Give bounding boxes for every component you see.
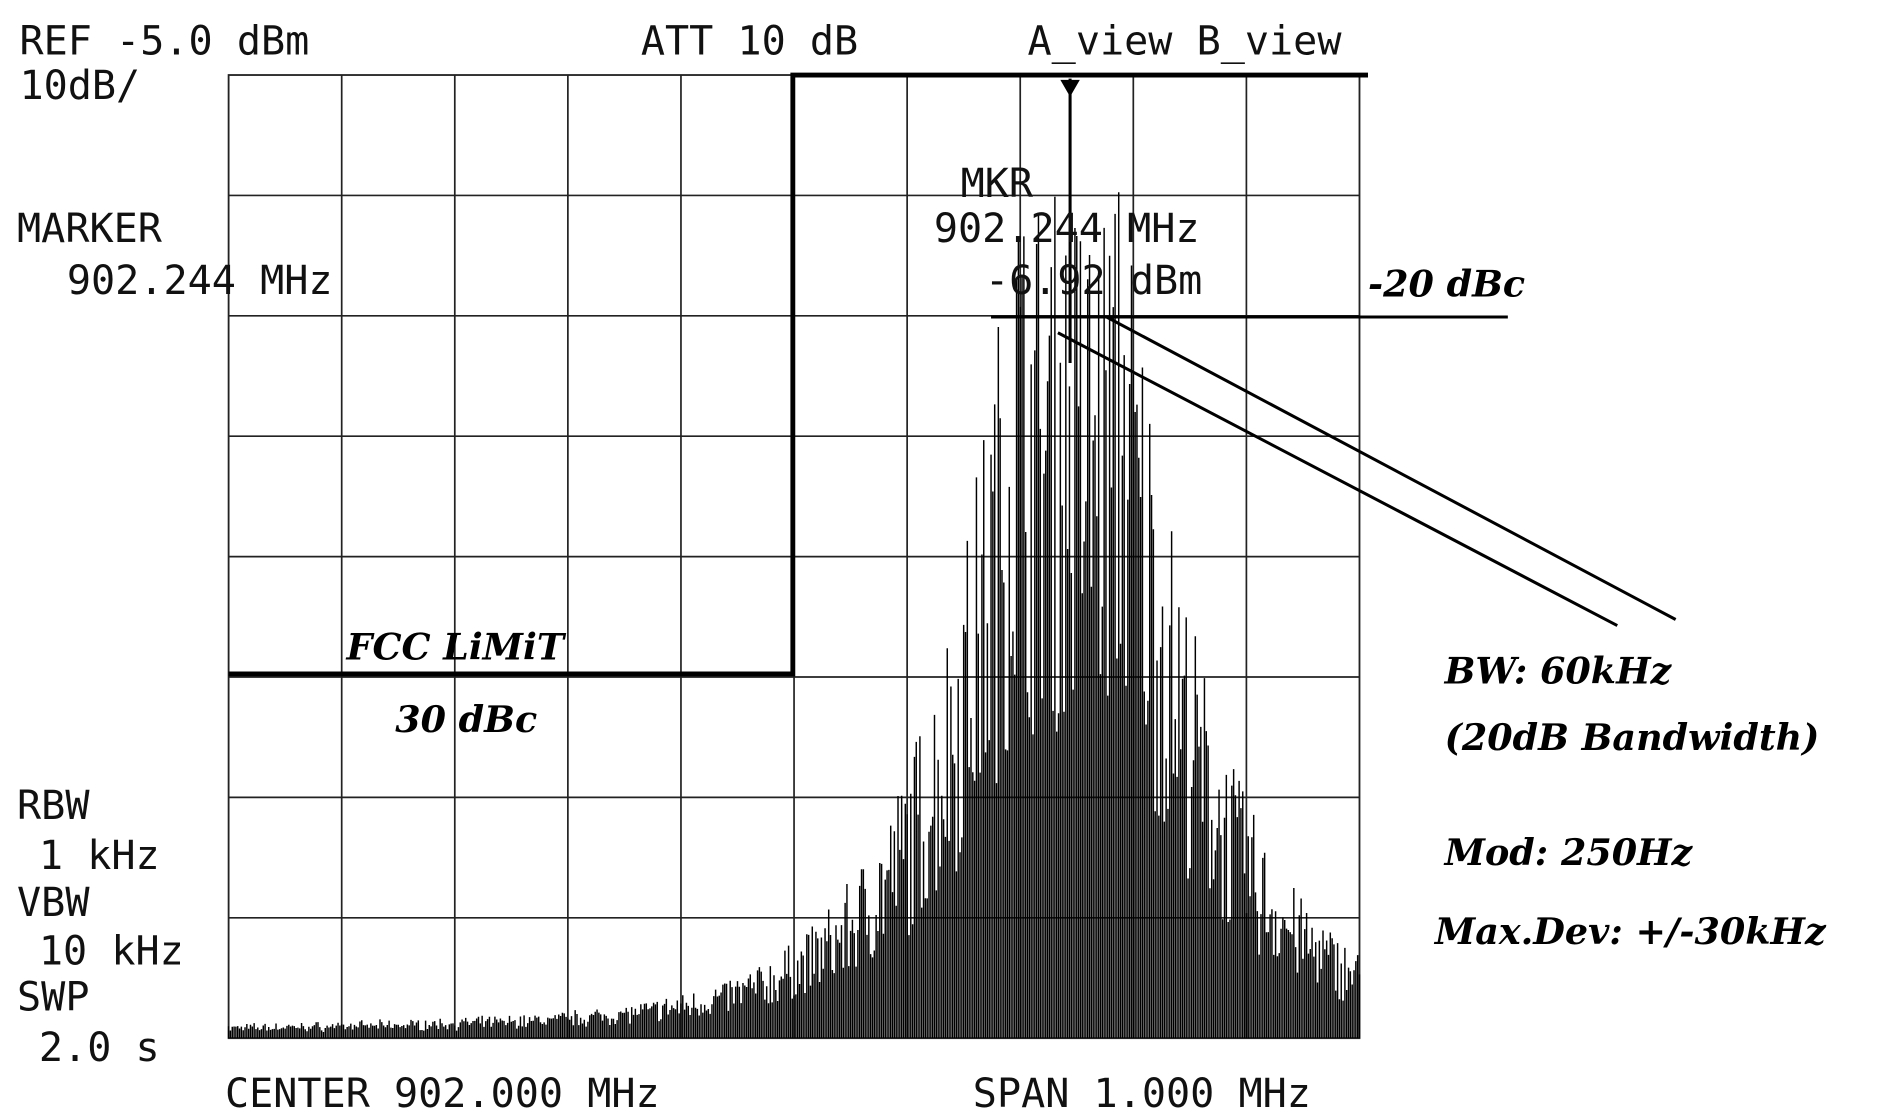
bw-note: BW: 60kHz bbox=[1444, 650, 1673, 693]
vbw-value: 10 kHz bbox=[39, 928, 184, 974]
mkr-label: MKR bbox=[961, 161, 1034, 207]
vbw-label: VBW bbox=[17, 880, 90, 926]
fcc-limit-line bbox=[228, 72, 1368, 677]
swp-label: SWP bbox=[17, 974, 89, 1020]
spectrum-trace bbox=[227, 192, 1361, 1039]
minus-20-label: -20 dBc bbox=[1368, 263, 1525, 306]
rbw-value: 1 kHz bbox=[39, 833, 160, 879]
scale: 10dB/ bbox=[19, 63, 140, 109]
marker-label: MARKER bbox=[17, 206, 163, 252]
span: SPAN 1.000 MHz bbox=[973, 1071, 1311, 1117]
leader-line bbox=[1057, 331, 1618, 627]
swp-value: 2.0 s bbox=[39, 1025, 160, 1071]
bw-detail: (20dB Bandwidth) bbox=[1445, 716, 1820, 759]
ref-level: REF -5.0 dBm bbox=[19, 19, 309, 65]
marker-symbol bbox=[1060, 79, 1080, 97]
fcc-limit-value: 30 dBc bbox=[395, 698, 537, 741]
mod-note: Mod: 250Hz bbox=[1443, 831, 1694, 874]
max-dev-note: Max.Dev: +/-30kHz bbox=[1433, 910, 1827, 953]
mkr-frequency: 902.244 MHz bbox=[934, 206, 1200, 252]
center-frequency: CENTER 902.000 MHz bbox=[225, 1071, 660, 1117]
fcc-limit-label: FCC LiMiT bbox=[346, 626, 567, 669]
views: A_view B_view bbox=[1028, 19, 1343, 65]
leader-line bbox=[1105, 315, 1677, 621]
rbw-label: RBW bbox=[17, 783, 90, 829]
attenuation: ATT 10 dB bbox=[641, 19, 858, 65]
marker-frequency: 902.244 MHz bbox=[67, 258, 333, 304]
plot-area: REF -5.0 dBm 10dB/ ATT 10 dB A_view B_vi… bbox=[17, 19, 1827, 1118]
mkr-level: -6.92 dBm bbox=[985, 258, 1202, 304]
